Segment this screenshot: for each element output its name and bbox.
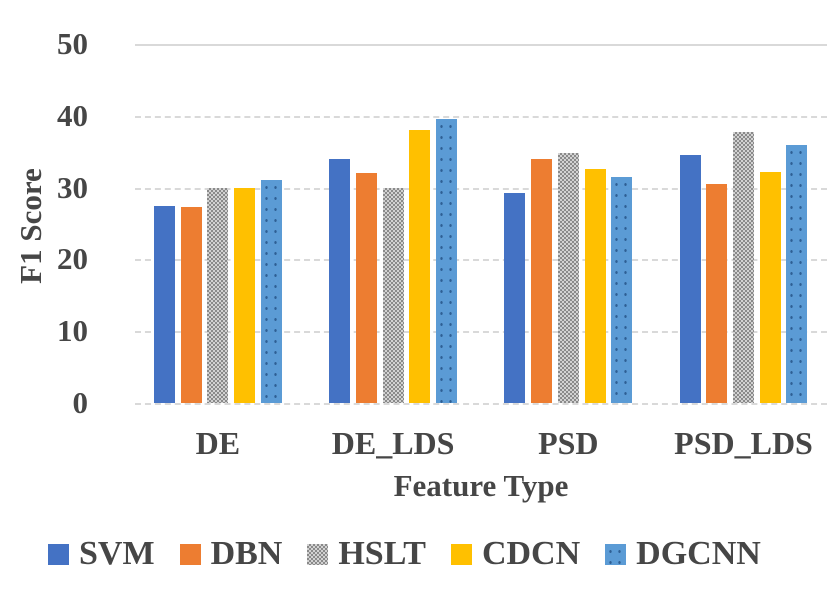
legend-item-dbn: DBN: [179, 534, 283, 574]
bar-cdcn-psd: [584, 168, 606, 403]
bar-svm-psd_lds: [679, 155, 701, 403]
bar-dgcnn-psd: [611, 176, 633, 403]
y-tick-label-0: 0: [72, 385, 89, 420]
bar-dgcnn-de: [260, 180, 282, 403]
legend-label-hslt: HSLT: [338, 535, 426, 572]
bar-svm-psd: [504, 193, 526, 403]
legend-label-cdcn: CDCN: [481, 535, 581, 572]
y-tick-label-50: 50: [57, 26, 88, 61]
legend-swatch-hslt: [307, 543, 329, 565]
legend-swatch-dbn: [179, 543, 201, 565]
category-label-de_lds: DE_LDS: [331, 425, 455, 461]
bar-svm-de: [154, 205, 175, 403]
gridline-30: [135, 187, 827, 190]
category-label-de: DE: [195, 425, 241, 461]
bar-svm-de_lds: [329, 158, 351, 403]
bar-hslt-de_lds: [382, 187, 404, 403]
bar-cdcn-de: [234, 187, 256, 403]
y-tick-label-30: 30: [57, 169, 88, 205]
legend-item-cdcn: CDCN: [450, 534, 581, 574]
category-label-psd: PSD: [538, 425, 599, 461]
legend-item-hslt: HSLT: [307, 534, 426, 574]
bar-dbn-psd: [531, 158, 553, 403]
gridline-50: [135, 44, 827, 46]
bar-dbn-psd_lds: [706, 184, 728, 403]
legend-label-svm: SVM: [79, 535, 155, 572]
legend-label-dbn: DBN: [210, 535, 283, 572]
bar-hslt-psd: [557, 153, 579, 403]
legend-item-dgcnn: DGCNN: [605, 534, 761, 574]
legend: SVM DBN HSLT CDCN DGCNN: [48, 534, 761, 574]
legend-item-svm: SVM: [48, 534, 155, 574]
legend-swatch-cdcn: [450, 543, 472, 565]
bar-dbn-de: [180, 207, 202, 403]
bar-cdcn-psd_lds: [759, 171, 781, 403]
gridline-10: [135, 331, 827, 334]
y-tick-label-40: 40: [57, 97, 88, 133]
bar-dgcnn-psd_lds: [786, 144, 808, 403]
legend-swatch-svm: [48, 543, 69, 565]
bar-hslt-psd_lds: [733, 131, 754, 403]
y-tick-label-10: 10: [57, 313, 88, 349]
category-label-psd_lds: PSD_LDS: [674, 425, 813, 461]
y-tick-label-20: 20: [57, 241, 88, 277]
gridline-20: [135, 259, 827, 262]
legend-swatch-dgcnn: [605, 543, 627, 565]
gridline-0: [135, 403, 827, 405]
gridline-40: [135, 115, 827, 118]
bar-dgcnn-de_lds: [436, 118, 457, 403]
y-axis-title: F1 Score: [13, 168, 48, 284]
plot-area: [135, 44, 827, 405]
bar-cdcn-de_lds: [409, 130, 431, 403]
bar-dbn-de_lds: [355, 173, 377, 403]
legend-label-dgcnn: DGCNN: [636, 535, 761, 572]
bar-hslt-de: [207, 187, 229, 403]
x-axis-title: Feature Type: [393, 468, 569, 503]
